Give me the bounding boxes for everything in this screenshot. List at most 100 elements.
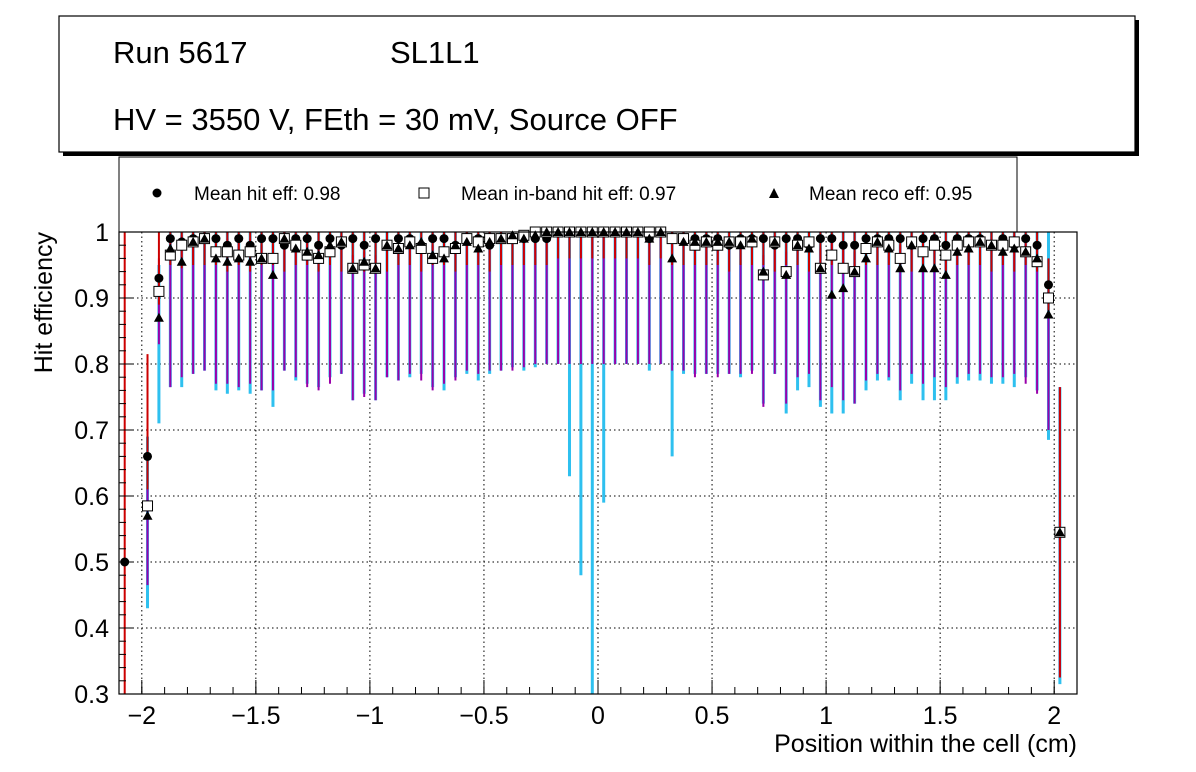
reco-eff-point: [1009, 243, 1020, 253]
reco-eff-point: [290, 243, 301, 253]
reco-eff-point: [735, 240, 746, 250]
reco-eff-point: [347, 263, 358, 273]
hit-eff-point: [165, 234, 175, 244]
reco-eff-point: [142, 510, 153, 520]
reco-eff-point: [769, 236, 780, 246]
x-tick-label: 2: [1047, 702, 1061, 730]
reco-eff-point: [199, 233, 210, 243]
reco-eff-point: [918, 263, 929, 273]
reco-eff-point: [883, 243, 894, 253]
inband-eff-point: [666, 233, 678, 245]
reco-eff-point: [952, 246, 963, 256]
reco-eff-point: [758, 266, 769, 276]
reco-eff-point: [689, 236, 700, 246]
x-tick-label: −1.5: [231, 702, 280, 730]
reco-eff-point: [176, 256, 187, 266]
reco-eff-point: [1043, 309, 1054, 319]
hit-eff-point: [428, 234, 438, 244]
inband-eff-point: [928, 239, 940, 251]
hit-eff-point: [371, 234, 381, 244]
reco-eff-point: [188, 236, 199, 246]
reco-eff-point: [233, 253, 244, 263]
reco-eff-point: [861, 253, 872, 263]
x-tick-label: 1.5: [923, 702, 958, 730]
title-box: Run 5617 SL1L1 HV = 3550 V, FEth = 30 mV…: [58, 15, 1139, 156]
reco-eff-point: [997, 246, 1008, 256]
reco-eff-point: [746, 233, 757, 243]
reco-eff-point: [439, 253, 450, 263]
hit-eff-point: [1021, 234, 1031, 244]
hit-eff-point: [257, 234, 267, 244]
hit-eff-point: [234, 234, 244, 244]
y-tick-label: 0.9: [74, 285, 109, 313]
inband-eff-point: [153, 285, 165, 297]
reco-eff-point: [507, 230, 518, 240]
hit-eff-point: [941, 240, 951, 250]
reco-eff-point: [222, 256, 233, 266]
x-tick-label: −1: [356, 702, 385, 730]
x-tick-label: 1: [819, 702, 833, 730]
inband-eff-point: [244, 246, 256, 258]
inband-eff-point: [267, 252, 279, 264]
hit-eff-point: [815, 234, 825, 244]
reco-eff-point: [256, 253, 267, 263]
hit-eff-point: [314, 240, 324, 250]
reco-eff-point: [667, 253, 678, 263]
reco-eff-point: [1054, 527, 1065, 537]
legend-inband-label: Mean in-band hit eff: 0.97: [461, 184, 676, 205]
reco-eff-point: [473, 243, 484, 253]
hit-eff-point: [918, 234, 928, 244]
reco-eff-point: [644, 233, 655, 243]
inband-eff-point: [894, 252, 906, 264]
hit-eff-point: [393, 234, 403, 244]
inband-eff-point: [860, 243, 872, 254]
reco-eff-point: [781, 269, 792, 279]
reco-eff-point: [370, 263, 381, 273]
reco-eff-point: [165, 243, 176, 253]
hit-eff-point: [143, 451, 153, 461]
y-tick-label: 0.7: [74, 417, 109, 445]
reco-eff-point: [803, 243, 814, 253]
x-tick-label: 0: [591, 702, 605, 730]
reco-eff-point: [724, 236, 735, 246]
reco-eff-point: [929, 263, 940, 273]
hit-eff-point: [895, 234, 905, 244]
y-tick-label: 0.3: [74, 681, 109, 709]
conditions-label: HV = 3550 V, FEth = 30 mV, Source OFF: [113, 102, 678, 137]
x-axis-title: Position within the cell (cm): [774, 730, 1077, 758]
hit-eff-point: [781, 234, 791, 244]
layer-label: SL1L1: [390, 35, 480, 70]
reco-eff-point: [416, 236, 427, 246]
reco-eff-point: [210, 253, 221, 263]
legend-reco-marker: [769, 188, 779, 198]
inband-eff-point: [940, 249, 952, 261]
inband-eff-point: [1042, 292, 1054, 304]
reco-eff-point: [267, 269, 278, 279]
reco-eff-point: [895, 263, 906, 273]
hit-eff-point: [838, 240, 848, 250]
reco-eff-point: [461, 236, 472, 246]
inband-eff-point: [176, 239, 188, 251]
hit-eff-point: [1043, 280, 1053, 290]
legend-hit-label: Mean hit eff: 0.98: [194, 184, 340, 205]
y-tick-label: 1: [95, 219, 109, 247]
y-axis-title: Hit efficiency: [30, 232, 58, 374]
reco-eff-point: [815, 263, 826, 273]
hit-eff-point: [268, 234, 278, 244]
inband-eff-point: [837, 262, 849, 274]
y-tick-label: 0.8: [74, 351, 109, 379]
reco-eff-point: [975, 236, 986, 246]
inband-eff-point: [142, 500, 154, 512]
reco-eff-point: [1020, 246, 1031, 256]
reco-eff-point: [450, 240, 461, 250]
hit-eff-point: [827, 234, 837, 244]
hit-eff-point: [1032, 240, 1042, 250]
hit-eff-point: [439, 234, 449, 244]
legend-inband-marker: [418, 187, 430, 199]
reco-eff-point: [382, 240, 393, 250]
reco-eff-point: [986, 240, 997, 250]
reco-eff-point: [427, 250, 438, 260]
reco-eff-point: [872, 236, 883, 246]
hit-eff-point: [154, 273, 164, 283]
hit-eff-point: [348, 234, 358, 244]
